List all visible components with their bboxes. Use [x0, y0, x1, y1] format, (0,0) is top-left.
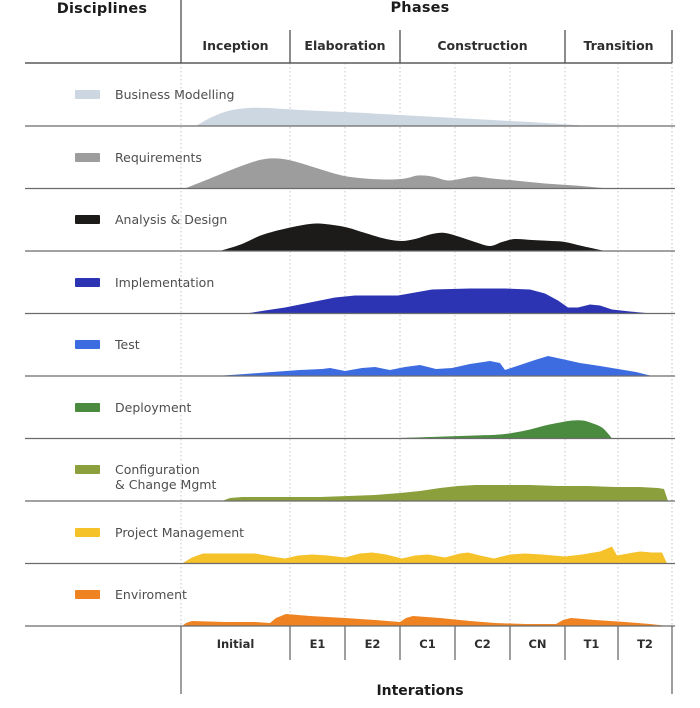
phase-label-construction: Construction — [437, 38, 528, 53]
iteration-label-c1: C1 — [419, 637, 436, 651]
legend-item-configuration-change-mgmt: Configuration & Change Mgmt — [75, 462, 216, 492]
discipline-label: Test — [115, 337, 140, 352]
phase-label-transition: Transition — [583, 38, 654, 53]
legend-item-analysis-design: Analysis & Design — [75, 212, 227, 227]
discipline-label: Business Modelling — [115, 87, 235, 102]
legend-color-swatch — [75, 152, 100, 162]
hump-area-requirements — [185, 158, 608, 189]
hump-area-enviroment — [182, 614, 668, 626]
hump-area-business-modelling — [196, 107, 585, 126]
phase-label-inception: Inception — [202, 38, 269, 53]
hump-area-project-management — [182, 546, 667, 564]
legend-color-swatch — [75, 340, 100, 349]
legend-color-swatch — [75, 215, 100, 224]
legend-item-implementation: Implementation — [75, 275, 214, 290]
hump-area-test — [216, 356, 652, 376]
legend-color-swatch — [75, 527, 100, 537]
disciplines-title: Disciplines — [56, 1, 148, 17]
iteration-label-t2: T2 — [637, 637, 653, 651]
legend-color-swatch — [75, 277, 100, 287]
hump-area-implementation — [246, 288, 652, 314]
legend-color-swatch — [75, 402, 100, 412]
legend-item-test: Test — [75, 337, 140, 352]
discipline-label: Enviroment — [115, 587, 187, 602]
legend-item-enviroment: Enviroment — [75, 587, 187, 602]
discipline-label: Requirements — [115, 149, 202, 165]
iteration-label-t1: T1 — [583, 637, 600, 651]
discipline-label: Deployment — [115, 399, 192, 415]
hump-area-configuration-change-mgmt — [222, 485, 668, 501]
discipline-label: Analysis & Design — [115, 212, 228, 227]
iteration-label-cn: CN — [528, 637, 547, 651]
legend-color-swatch — [75, 465, 100, 474]
phases-title: Phases — [390, 0, 450, 16]
iteration-label-e2: E2 — [364, 637, 381, 651]
hump-area-deployment — [385, 420, 612, 439]
legend-item-project-management: Project Management — [75, 525, 244, 540]
phase-label-elaboration: Elaboration — [304, 38, 386, 53]
legend-color-swatch — [75, 590, 100, 599]
iterations-axis-title: Interations — [376, 683, 464, 699]
legend-item-business-modelling: Business Modelling — [75, 87, 234, 102]
legend-color-swatch — [75, 90, 100, 99]
iteration-label-initial: Initial — [216, 637, 255, 651]
legend-item-deployment: Deployment — [75, 400, 191, 415]
iteration-label-c2: C2 — [474, 637, 491, 651]
discipline-label: Implementation — [115, 274, 215, 290]
discipline-label: Configuration & Change Mgmt — [115, 462, 217, 492]
hump-area-analysis-design — [220, 223, 605, 251]
discipline-label: Project Management — [115, 524, 245, 540]
legend-item-requirements: Requirements — [75, 150, 202, 165]
iteration-label-e1: E1 — [309, 637, 326, 651]
